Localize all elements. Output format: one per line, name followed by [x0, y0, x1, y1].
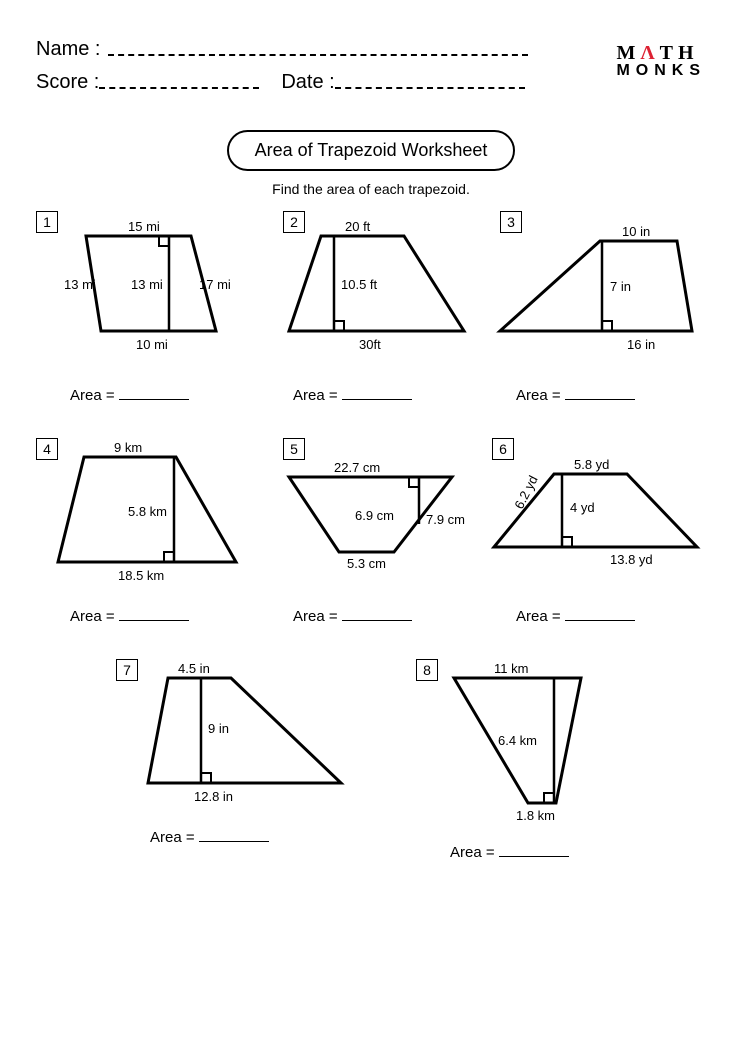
score-row: Score : Date : — [36, 71, 706, 94]
svg-text:13 mi: 13 mi — [131, 277, 163, 292]
name-blank[interactable] — [108, 54, 528, 56]
svg-text:13 mi: 13 mi — [64, 277, 96, 292]
trapezoid-6: 5.8 yd 6.2 yd 4 yd 13.8 yd — [482, 432, 705, 602]
name-label: Name : — [36, 38, 100, 61]
svg-text:10 mi: 10 mi — [136, 337, 168, 352]
problem-3: 3 10 in 7 in 16 in Area = — [482, 211, 705, 422]
problem-number: 5 — [283, 438, 305, 460]
problem-4: 4 9 km 5.8 km 18.5 km Area = — [36, 432, 259, 643]
area-blank-6: Area = — [516, 608, 705, 625]
area-blank-3: Area = — [516, 387, 705, 404]
svg-text:5.8 yd: 5.8 yd — [574, 457, 609, 472]
svg-text:11 km: 11 km — [494, 661, 528, 676]
logo-line1: MΛTH — [616, 44, 706, 63]
logo-line2: MONKS — [616, 63, 706, 78]
problem-number: 6 — [492, 438, 514, 460]
problem-7: 7 4.5 in 9 in 12.8 in Area = — [116, 653, 356, 879]
problem-number: 3 — [500, 211, 522, 233]
svg-text:4 yd: 4 yd — [570, 500, 595, 515]
svg-text:12.8 in: 12.8 in — [194, 789, 233, 804]
problem-6: 6 5.8 yd 6.2 yd 4 yd 13.8 yd Area = — [482, 432, 705, 643]
svg-text:4.5 in: 4.5 in — [178, 661, 210, 676]
trapezoid-2: 20 ft 10.5 ft 30ft — [259, 211, 482, 381]
svg-text:30ft: 30ft — [359, 337, 381, 352]
svg-text:6.2 yd: 6.2 yd — [511, 473, 540, 511]
problem-number: 2 — [283, 211, 305, 233]
trapezoid-7: 4.5 in 9 in 12.8 in — [116, 653, 356, 823]
svg-text:9 km: 9 km — [114, 440, 142, 455]
svg-text:13.8 yd: 13.8 yd — [610, 552, 653, 567]
name-row: Name : — [36, 38, 706, 61]
worksheet-title: Area of Trapezoid Worksheet — [227, 130, 516, 171]
worksheet-page: Name : Score : Date : MΛTH MONKS Area of… — [0, 0, 742, 909]
problem-number: 4 — [36, 438, 58, 460]
svg-text:5.3 cm: 5.3 cm — [347, 556, 386, 571]
svg-text:6.4 km: 6.4 km — [498, 733, 537, 748]
row1: 1 15 mi 13 mi 13 mi 17 mi 10 mi Area = 2… — [36, 211, 706, 432]
trapezoid-1: 15 mi 13 mi 13 mi 17 mi 10 mi — [36, 211, 259, 381]
svg-text:17 mi: 17 mi — [199, 277, 231, 292]
problem-5: 5 22.7 cm 6.9 cm 7.9 cm 5.3 cm Area = — [259, 432, 482, 643]
problem-number: 7 — [116, 659, 138, 681]
svg-text:1.8 km: 1.8 km — [516, 808, 555, 823]
svg-text:7.9 cm: 7.9 cm — [426, 512, 465, 527]
svg-text:15 mi: 15 mi — [128, 219, 160, 234]
date-blank[interactable] — [335, 87, 525, 89]
score-label: Score : — [36, 71, 99, 94]
svg-text:22.7 cm: 22.7 cm — [334, 460, 380, 475]
area-blank-4: Area = — [70, 608, 259, 625]
svg-text:10.5 ft: 10.5 ft — [341, 277, 378, 292]
row2: 4 9 km 5.8 km 18.5 km Area = 5 22.7 cm 6… — [36, 432, 706, 653]
header: Name : Score : Date : MΛTH MONKS — [36, 38, 706, 118]
svg-text:20 ft: 20 ft — [345, 219, 371, 234]
svg-text:6.9 cm: 6.9 cm — [355, 508, 394, 523]
title-wrap: Area of Trapezoid Worksheet — [36, 130, 706, 171]
trapezoid-8: 11 km 6.4 km 1.8 km — [416, 653, 636, 838]
score-blank[interactable] — [99, 87, 259, 89]
svg-text:9 in: 9 in — [208, 721, 229, 736]
area-blank-1: Area = — [70, 387, 259, 404]
area-blank-5: Area = — [293, 608, 482, 625]
area-blank-2: Area = — [293, 387, 482, 404]
svg-text:16 in: 16 in — [627, 337, 655, 352]
problem-number: 1 — [36, 211, 58, 233]
subtitle: Find the area of each trapezoid. — [36, 181, 706, 197]
problem-8: 8 11 km 6.4 km 1.8 km Area = — [416, 653, 636, 879]
row3: 7 4.5 in 9 in 12.8 in Area = 8 11 km 6.4… — [36, 653, 706, 889]
area-blank-8: Area = — [450, 844, 636, 861]
svg-text:7 in: 7 in — [610, 279, 631, 294]
svg-text:10 in: 10 in — [622, 224, 650, 239]
date-label: Date : — [281, 71, 334, 94]
problem-1: 1 15 mi 13 mi 13 mi 17 mi 10 mi Area = — [36, 211, 259, 422]
area-blank-7: Area = — [150, 829, 356, 846]
problem-2: 2 20 ft 10.5 ft 30ft Area = — [259, 211, 482, 422]
trapezoid-4: 9 km 5.8 km 18.5 km — [36, 432, 259, 602]
trapezoid-3: 10 in 7 in 16 in — [482, 211, 705, 381]
svg-text:5.8 km: 5.8 km — [128, 504, 167, 519]
problem-number: 8 — [416, 659, 438, 681]
svg-text:18.5 km: 18.5 km — [118, 568, 164, 583]
logo: MΛTH MONKS — [616, 44, 706, 78]
